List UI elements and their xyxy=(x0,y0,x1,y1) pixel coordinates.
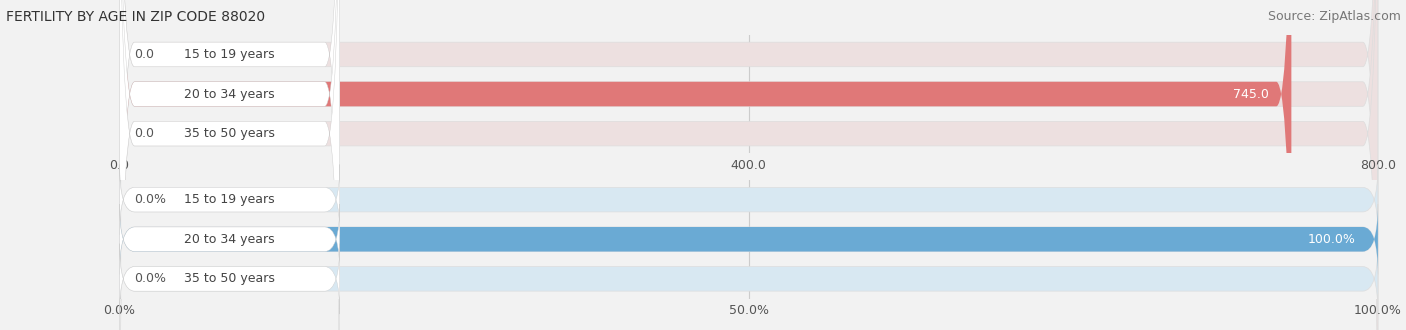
FancyBboxPatch shape xyxy=(120,0,340,330)
FancyBboxPatch shape xyxy=(120,0,1378,330)
Text: 745.0: 745.0 xyxy=(1233,87,1268,101)
FancyBboxPatch shape xyxy=(120,204,340,275)
Text: 0.0%: 0.0% xyxy=(135,193,166,206)
FancyBboxPatch shape xyxy=(120,0,1378,330)
FancyBboxPatch shape xyxy=(120,0,340,330)
Text: Source: ZipAtlas.com: Source: ZipAtlas.com xyxy=(1267,10,1400,23)
Text: 0.0: 0.0 xyxy=(135,48,155,61)
FancyBboxPatch shape xyxy=(120,164,340,235)
Text: 20 to 34 years: 20 to 34 years xyxy=(184,87,276,101)
FancyBboxPatch shape xyxy=(120,164,1378,235)
Text: 100.0%: 100.0% xyxy=(1308,233,1355,246)
Text: 15 to 19 years: 15 to 19 years xyxy=(184,48,276,61)
FancyBboxPatch shape xyxy=(120,0,340,330)
Text: 0.0%: 0.0% xyxy=(135,272,166,285)
FancyBboxPatch shape xyxy=(120,244,340,314)
Text: 0.0: 0.0 xyxy=(135,127,155,140)
FancyBboxPatch shape xyxy=(120,244,1378,314)
Text: 35 to 50 years: 35 to 50 years xyxy=(184,127,276,140)
Text: 35 to 50 years: 35 to 50 years xyxy=(184,272,276,285)
FancyBboxPatch shape xyxy=(120,0,1378,330)
FancyBboxPatch shape xyxy=(120,204,1378,275)
Text: 20 to 34 years: 20 to 34 years xyxy=(184,233,276,246)
FancyBboxPatch shape xyxy=(120,0,1291,330)
FancyBboxPatch shape xyxy=(120,204,1378,275)
Text: FERTILITY BY AGE IN ZIP CODE 88020: FERTILITY BY AGE IN ZIP CODE 88020 xyxy=(6,10,264,24)
Text: 15 to 19 years: 15 to 19 years xyxy=(184,193,276,206)
